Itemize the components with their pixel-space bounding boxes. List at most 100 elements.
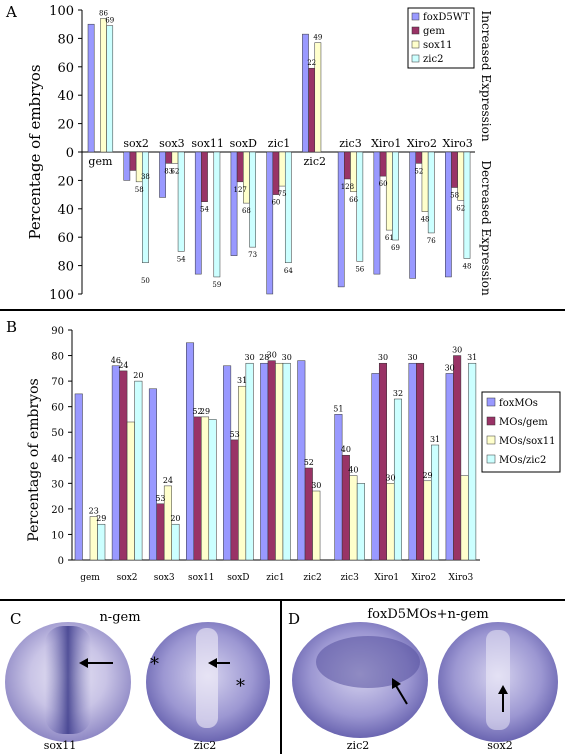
bar-gem-foxmos [74,393,83,561]
legend-label-gem: gem [423,26,445,37]
panel-b-tick-label: 10 [51,530,64,541]
panel-a-data-label: 86 [99,10,108,18]
bar-sox3-zic2-decreased [177,151,185,252]
panel-a-data-label: 48 [421,216,430,224]
panel-b-data-label: 24 [118,361,128,370]
panel-b-data-label: 30 [267,351,277,360]
panel-b-letter: B [6,318,17,336]
bar-zic3-foxd5wt-decreased [337,151,345,288]
panel-b-legend: foxMOs MOs/gem MOs/sox11 MOs/zic2 [481,391,561,473]
legend-label-mos-zic2: MOs/zic2 [499,455,546,466]
legend-swatch-foxmos [486,397,496,407]
panel-a-data-label: 83 [164,167,173,175]
panel-a-data-label: 58 [450,192,459,200]
panel-a-category-xiro2: Xiro2 [407,137,437,150]
bar-xiro2-mos-zic2 [431,444,440,561]
panel-a-tick-label: 60 [57,231,74,246]
panel-b-tick-label: 50 [51,428,64,439]
bar-zic1-zic2-decreased [284,151,292,264]
panel-b-data-label: 40 [341,445,351,454]
bar-soxd-zic2-decreased [249,151,256,248]
panel-b-data-label: 53 [230,430,240,439]
bar-gem-mos-zic2 [97,523,106,561]
bar-sox3-foxmos [148,388,157,561]
panel-a-category-xiro3: Xiro3 [443,137,473,150]
panel-b-data-label: 46 [111,356,121,365]
bar-zic3-zic2-decreased [356,151,364,262]
asterisk-icon: * [150,654,159,675]
panel-b-category-xiro1: Xiro1 [374,573,399,583]
panel-a-category-sox11: sox11 [191,137,223,150]
panel-b-category-sox11: sox11 [188,573,215,583]
panel-b-data-label: 51 [333,404,343,413]
panel-b-data-label: 30 [452,346,462,355]
panel-a-tick-label: 0 [66,146,74,161]
bar-sox3-mos-zic2 [171,523,180,561]
panel-b-data-label: 52 [192,407,202,416]
bar-soxd-foxmos [223,365,232,561]
panel-a-tick-label: 60 [57,61,74,76]
panel-c: C n-gem sox11 * * zic2 [5,610,270,752]
panel-b-category-gem: gem [80,573,100,583]
bar-sox11-zic2-decreased [213,151,221,278]
bar-xiro3-mos-gem [453,355,462,561]
bar-sox2-foxmos [111,365,120,561]
panel-b-tick-label: 40 [51,454,64,465]
bar-zic2-foxd5wt-increased [302,33,309,153]
panel-a-data-label: 48 [463,263,472,271]
panel-a-tick-label: 40 [57,203,74,218]
panel-a-category-labels: gem sox2 sox3 sox11 soxD zic1 zic2 zic3 Xiro1 Xir… [88,137,472,168]
panel-a-data-label: 62 [456,204,465,212]
legend-label-foxd5wt: foxD5WT [423,12,470,23]
legend-swatch-mos-sox11 [486,435,496,445]
bar-sox3-sox11-decreased [171,151,179,164]
panel-a-category-zic3: zic3 [339,137,361,150]
panel-b-data-label: 30 [445,363,455,372]
bar-xiro3-zic2-decreased [463,151,471,259]
panel-b-tick-label: 0 [58,556,64,567]
panel-b-category-labels: gem sox2 sox3 sox11 soxD zic1 zic2 zic3 Xiro1 Xir… [80,573,473,583]
panel-b-category-zic1: zic1 [266,573,284,583]
panel-b-data-label: 40 [348,466,358,475]
bar-soxd-mos-gem [230,439,239,561]
panel-b-data-label: 23 [89,507,99,516]
bar-zic1-sox11-decreased [278,151,286,187]
legend-swatch-mos-gem [486,416,496,426]
panel-a-data-label: 49 [313,34,322,42]
panel-a-bars [87,18,471,295]
panel-b-data-label: 30 [282,353,292,362]
bar-xiro2-mos-gem [416,362,425,561]
bar-xiro1-zic2-decreased [392,151,399,241]
panel-a-data-label: 127 [234,186,247,194]
panel-a-data-label: 62 [170,167,179,175]
panel-b-tick-label: 20 [51,505,64,516]
panel-b-data-label: 31 [467,353,477,362]
panel-b-data-label: 31 [430,435,440,444]
bar-xiro1-sox11-decreased [385,151,393,231]
panel-b-data-label: 53 [155,494,165,503]
bar-xiro3-mos-zic2 [468,362,477,561]
panel-c-title: n-gem [99,610,140,625]
bar-xiro2-foxmos [408,362,417,561]
panel-c-caption-1: sox11 [44,739,76,752]
bar-xiro3-gem-decreased [451,151,458,188]
panel-a-data-label: 54 [177,255,186,263]
panel-a-letter: A [5,3,17,21]
panel-d: D foxD5MOs+n-gem zic2 sox2 [288,607,558,752]
bar-xiro2-zic2-decreased [427,151,435,234]
legend-label-zic2: zic2 [423,54,443,65]
embryo-c1-stain [45,626,91,734]
bar-sox3-mos-sox11 [163,485,172,561]
bar-xiro1-mos-gem [378,362,387,561]
panel-b-data-label: 20 [133,371,143,380]
bar-zic1-foxmos [260,362,269,561]
legend-label-mos-sox11: MOs/sox11 [499,436,555,447]
panel-d-caption-1: zic2 [347,739,369,752]
bar-xiro1-gem-decreased [379,151,387,177]
bar-sox2-mos-gem [119,370,128,561]
panel-b-data-label: 30 [245,353,255,362]
arrow-left-icon-head [208,658,217,668]
panel-b-tick-labels: 0 10 20 30 40 50 60 70 80 90 [51,326,64,567]
panel-b-category-xiro2: Xiro2 [411,573,436,583]
panel-b-tick-label: 60 [51,403,64,414]
